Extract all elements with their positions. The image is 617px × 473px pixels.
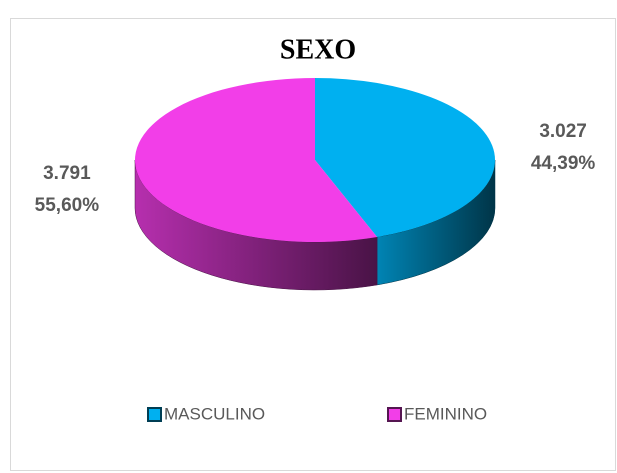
legend-label: FEMININO xyxy=(404,404,487,423)
legend-swatch xyxy=(387,407,402,422)
data-label: 44,39% xyxy=(531,153,596,174)
data-label: 3.027 xyxy=(539,121,587,142)
legend-label: MASCULINO xyxy=(164,404,265,423)
data-label: 55,60% xyxy=(35,195,100,216)
pie-slice xyxy=(315,78,495,237)
legend-swatch xyxy=(147,407,162,422)
data-label: 3.791 xyxy=(43,163,91,184)
pie-slice xyxy=(134,78,378,242)
chart-title: SEXO xyxy=(280,34,356,65)
